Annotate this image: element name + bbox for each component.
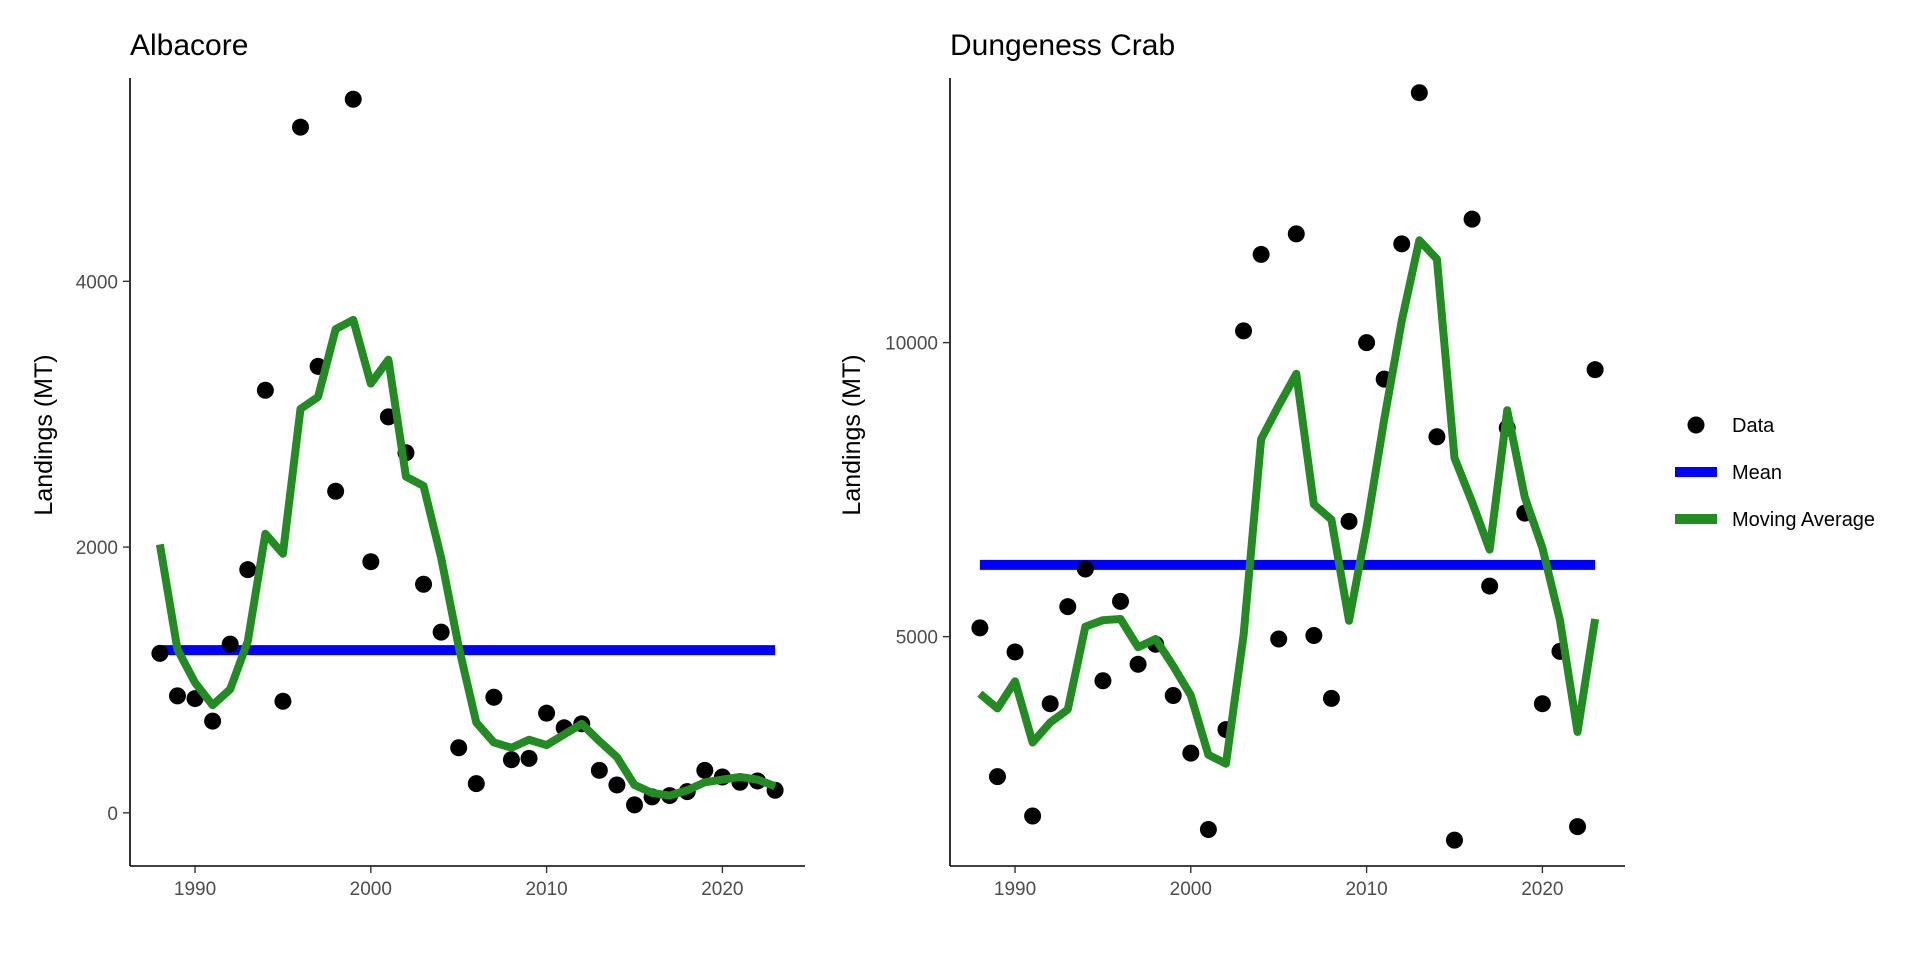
data-point bbox=[1094, 672, 1112, 690]
chart-title: Dungeness Crab bbox=[950, 29, 1175, 62]
data-point bbox=[502, 751, 520, 769]
data-point bbox=[1287, 225, 1305, 243]
y-axis-label: Landings (MT) bbox=[30, 354, 58, 515]
x-tick-label: 2010 bbox=[1345, 879, 1387, 900]
data-point bbox=[274, 692, 292, 710]
y-ticks: 0 2000 4000 bbox=[76, 272, 130, 825]
data-point bbox=[1076, 560, 1094, 578]
moving-average-series bbox=[155, 315, 777, 800]
data-point bbox=[415, 575, 433, 593]
data-point bbox=[590, 761, 608, 779]
x-tick-label: 2020 bbox=[1521, 879, 1563, 900]
data-point bbox=[1569, 818, 1587, 836]
data-point bbox=[327, 482, 345, 500]
data-point bbox=[1006, 643, 1024, 661]
x-tick-label: 2000 bbox=[1170, 879, 1212, 900]
y-ticks: 5000 10000 bbox=[885, 334, 950, 649]
x-tick-label: 1990 bbox=[174, 879, 216, 900]
data-point bbox=[1322, 689, 1340, 707]
moving-average-series bbox=[977, 236, 1600, 768]
x-tick-label: 1990 bbox=[994, 879, 1036, 900]
data-point bbox=[362, 553, 380, 571]
data-point bbox=[450, 739, 468, 757]
data-point bbox=[1533, 695, 1551, 713]
data-point bbox=[204, 712, 222, 730]
x-tick-label: 2020 bbox=[701, 879, 743, 900]
y-tick-label: 0 bbox=[107, 804, 118, 825]
legend-item-moving-average: Moving Average bbox=[1675, 509, 1875, 531]
data-point bbox=[1463, 210, 1481, 228]
axes bbox=[129, 78, 805, 867]
chart-panel-albacore: Albacore Landings (MT) 1990 2000 2010 2020 … bbox=[30, 29, 805, 900]
data-point bbox=[1305, 626, 1323, 644]
data-point bbox=[971, 619, 989, 637]
data-point bbox=[696, 761, 714, 779]
legend-item-data: Data bbox=[1687, 415, 1775, 437]
data-point bbox=[1445, 831, 1463, 849]
data-series bbox=[971, 84, 1604, 849]
legend-label: Moving Average bbox=[1732, 509, 1875, 531]
data-point bbox=[1235, 322, 1253, 340]
y-tick-label: 10000 bbox=[885, 334, 938, 355]
data-point bbox=[1481, 577, 1499, 595]
legend: Data Mean Moving Average bbox=[1675, 415, 1875, 531]
data-series bbox=[151, 90, 784, 814]
legend-label: Data bbox=[1732, 415, 1775, 437]
x-ticks: 1990 2000 2010 2020 bbox=[174, 866, 744, 900]
data-point bbox=[1059, 598, 1077, 616]
data-point bbox=[1129, 655, 1147, 673]
data-point bbox=[168, 687, 186, 705]
data-point bbox=[344, 90, 362, 108]
moving-average-line bbox=[977, 236, 1600, 768]
data-point bbox=[1252, 245, 1270, 263]
data-point bbox=[1199, 821, 1217, 839]
y-tick-label: 5000 bbox=[896, 628, 938, 649]
y-axis-label: Landings (MT) bbox=[838, 354, 866, 515]
x-ticks: 1990 2000 2010 2020 bbox=[994, 866, 1564, 900]
data-point bbox=[1428, 428, 1446, 446]
data-point bbox=[1340, 512, 1358, 530]
legend-point-swatch bbox=[1687, 416, 1705, 434]
data-point bbox=[608, 776, 626, 794]
data-point bbox=[1024, 807, 1042, 825]
data-point bbox=[151, 644, 169, 662]
data-point bbox=[292, 118, 310, 136]
data-point bbox=[1182, 744, 1200, 762]
data-point bbox=[239, 561, 257, 579]
data-point bbox=[1112, 592, 1130, 610]
data-point bbox=[1164, 686, 1182, 704]
chart-panel-dungeness-crab: Dungeness Crab Landings (MT) 1990 2000 201… bbox=[838, 29, 1625, 900]
data-point bbox=[538, 704, 556, 722]
y-tick-label: 4000 bbox=[76, 272, 118, 293]
data-point bbox=[1586, 361, 1604, 379]
legend-label: Mean bbox=[1732, 462, 1782, 484]
chart-title: Albacore bbox=[130, 29, 248, 62]
x-tick-label: 2010 bbox=[525, 879, 567, 900]
y-tick-label: 2000 bbox=[76, 538, 118, 559]
data-point bbox=[625, 796, 643, 814]
legend-item-mean: Mean bbox=[1675, 462, 1782, 484]
axes bbox=[949, 78, 1625, 867]
data-point bbox=[432, 623, 450, 641]
data-point bbox=[1041, 695, 1059, 713]
data-point bbox=[1410, 84, 1428, 102]
data-point bbox=[1270, 630, 1288, 648]
data-point bbox=[485, 688, 503, 706]
data-point bbox=[1393, 235, 1411, 253]
x-tick-label: 2000 bbox=[350, 879, 392, 900]
data-point bbox=[221, 635, 239, 653]
data-point bbox=[520, 749, 538, 767]
data-point bbox=[256, 381, 274, 399]
data-point bbox=[988, 768, 1006, 786]
moving-average-line bbox=[155, 315, 777, 800]
data-point bbox=[467, 775, 485, 793]
data-point bbox=[1358, 334, 1376, 352]
